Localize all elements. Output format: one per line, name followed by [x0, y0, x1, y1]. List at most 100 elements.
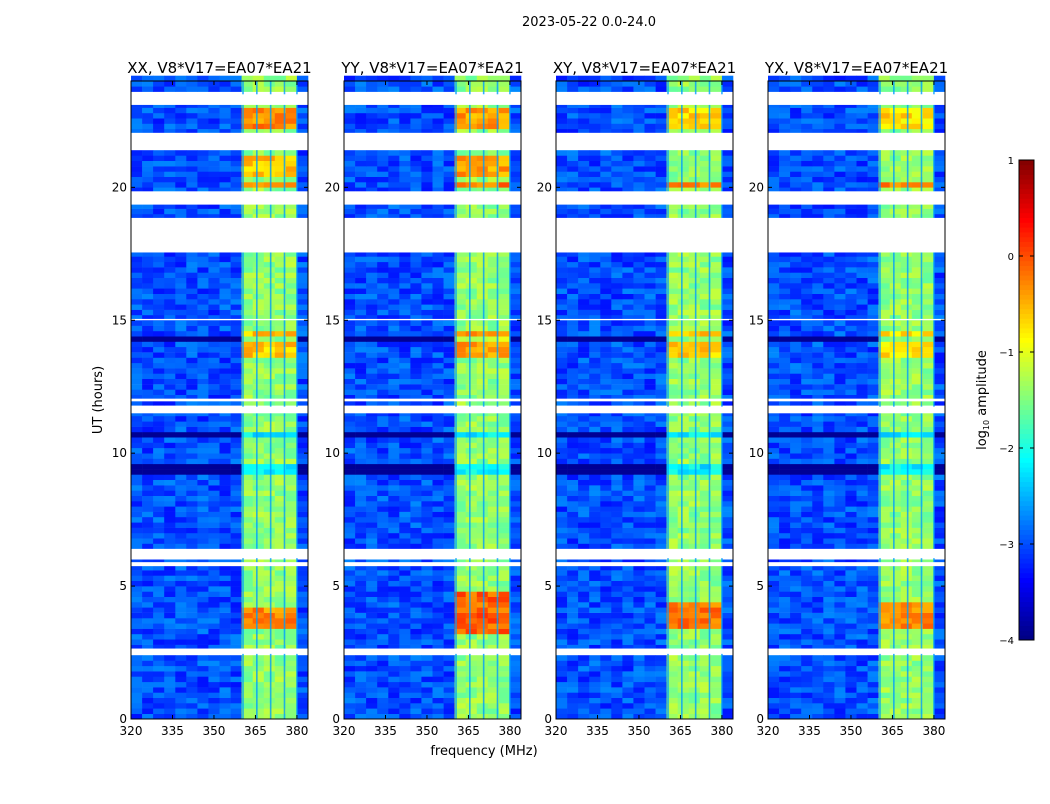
- heatmap-cell: [131, 453, 142, 459]
- heatmap-cell: [611, 437, 622, 443]
- heatmap-cell: [220, 623, 231, 629]
- heatmap-cell: [589, 677, 600, 683]
- heatmap-cell: [589, 714, 600, 720]
- heatmap-cell: [355, 443, 366, 449]
- heatmap-cell: [131, 384, 142, 390]
- heatmap-cell: [208, 538, 219, 544]
- heatmap-cell: [722, 512, 733, 518]
- heatmap-cell: [131, 81, 142, 87]
- heatmap-cell: [186, 209, 197, 215]
- heatmap-cell: [297, 581, 308, 587]
- heatmap-cell: [344, 544, 355, 550]
- heatmap-cell: [567, 171, 578, 177]
- heatmap-cell: [567, 443, 578, 449]
- heatmap-cell: [297, 613, 308, 619]
- heatmap-cell: [399, 512, 410, 518]
- heatmap-cell: [131, 379, 142, 385]
- heatmap-cell: [131, 501, 142, 507]
- heatmap-cell: [231, 591, 242, 597]
- heatmap-cell: [600, 294, 611, 300]
- heatmap-cell: [142, 304, 153, 310]
- heatmap-cell: [253, 639, 264, 645]
- heatmap-cell: [142, 155, 153, 161]
- flagged-interval: [344, 399, 521, 402]
- heatmap-cell: [600, 320, 611, 326]
- heatmap-cell: [142, 634, 153, 640]
- heatmap-cell: [220, 283, 231, 289]
- heatmap-cell: [253, 384, 264, 390]
- heatmap-cell: [556, 113, 567, 119]
- heatmap-cell: [421, 655, 432, 661]
- heatmap-cell: [153, 469, 164, 475]
- heatmap-cell: [388, 155, 399, 161]
- heatmap-cell: [678, 272, 689, 278]
- heatmap-cell: [611, 310, 622, 316]
- heatmap-cell: [220, 118, 231, 124]
- heatmap-cell: [253, 379, 264, 385]
- heatmap-cell: [355, 155, 366, 161]
- heatmap-cell: [622, 347, 633, 353]
- heatmap-cell: [678, 512, 689, 518]
- heatmap-cell: [197, 506, 208, 512]
- heatmap-cell: [510, 331, 521, 337]
- heatmap-cell: [297, 177, 308, 183]
- heatmap-cell: [388, 326, 399, 332]
- heatmap-cell: [197, 267, 208, 273]
- heatmap-cell: [578, 326, 589, 332]
- heatmap-cell: [611, 459, 622, 465]
- heatmap-cell: [131, 496, 142, 502]
- heatmap-cell: [466, 607, 477, 613]
- heatmap-cell: [600, 570, 611, 576]
- heatmap-cell: [600, 597, 611, 603]
- heatmap-cell: [433, 257, 444, 263]
- heatmap-cell: [578, 682, 589, 688]
- heatmap-cell: [410, 288, 421, 294]
- heatmap-cell: [377, 257, 388, 263]
- heatmap-cell: [264, 124, 275, 130]
- heatmap-cell: [711, 352, 722, 358]
- heatmap-cell: [645, 661, 656, 667]
- heatmap-cell: [410, 379, 421, 385]
- heatmap-cell: [444, 155, 455, 161]
- heatmap-cell: [164, 453, 175, 459]
- heatmap-cell: [186, 336, 197, 342]
- heatmap-cell: [711, 703, 722, 709]
- heatmap-cell: [499, 352, 510, 358]
- heatmap-cell: [645, 533, 656, 539]
- heatmap-cell: [556, 453, 567, 459]
- heatmap-cell: [477, 432, 488, 438]
- heatmap-cell: [556, 480, 567, 486]
- heatmap-cell: [186, 320, 197, 326]
- heatmap-cell: [611, 294, 622, 300]
- heatmap-cell: [208, 384, 219, 390]
- heatmap-cell: [131, 671, 142, 677]
- heatmap-cell: [253, 448, 264, 454]
- heatmap-cell: [444, 613, 455, 619]
- heatmap-cell: [444, 118, 455, 124]
- heatmap-cell: [510, 490, 521, 496]
- heatmap-cell: [421, 661, 432, 667]
- heatmap-cell: [297, 506, 308, 512]
- heatmap-cell: [231, 485, 242, 491]
- heatmap-cell: [220, 384, 231, 390]
- heatmap-cell: [622, 714, 633, 720]
- heatmap-cell: [344, 182, 355, 188]
- heatmap-cell: [645, 267, 656, 273]
- heatmap-cell: [175, 639, 186, 645]
- heatmap-cell: [410, 623, 421, 629]
- heatmap-cell: [186, 150, 197, 156]
- heatmap-cell: [466, 655, 477, 661]
- heatmap-cell: [689, 427, 700, 433]
- heatmap-cell: [186, 506, 197, 512]
- heatmap-cell: [611, 597, 622, 603]
- heatmap-cell: [175, 379, 186, 385]
- heatmap-cell: [197, 326, 208, 332]
- heatmap-cell: [600, 544, 611, 550]
- heatmap-cell: [633, 209, 644, 215]
- heatmap-cell: [499, 320, 510, 326]
- heatmap-cell: [253, 171, 264, 177]
- heatmap-cell: [689, 501, 700, 507]
- heatmap-cell: [186, 602, 197, 608]
- heatmap-cell: [175, 533, 186, 539]
- heatmap-cell: [711, 118, 722, 124]
